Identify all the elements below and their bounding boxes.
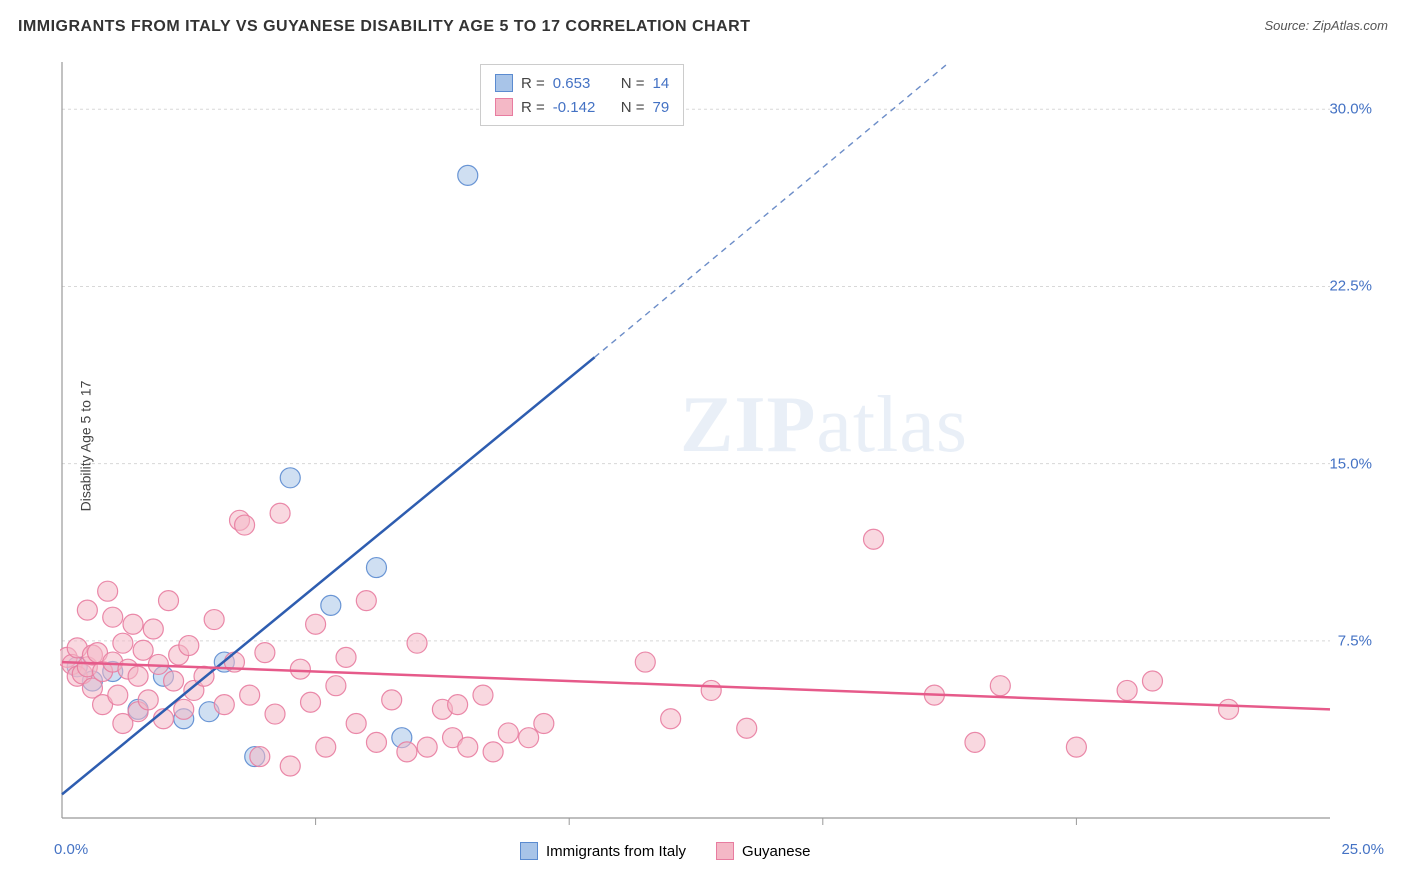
- legend-swatch: [716, 842, 734, 860]
- legend-swatch: [520, 842, 538, 860]
- legend-series-label: Guyanese: [742, 843, 810, 860]
- n-label: N =: [621, 99, 645, 116]
- y-tick-label: 30.0%: [1329, 101, 1372, 118]
- r-value: -0.142: [553, 99, 613, 116]
- legend-correlation-row: R = -0.142 N = 79: [495, 95, 669, 119]
- n-label: N =: [621, 75, 645, 92]
- legend-swatch: [495, 98, 513, 116]
- r-label: R =: [521, 75, 545, 92]
- legend-series-item: Guyanese: [716, 842, 810, 860]
- x-axis-max-label: 25.0%: [1341, 841, 1384, 858]
- correlation-legend: R = 0.653 N = 14 R = -0.142 N = 79: [480, 64, 684, 126]
- x-axis-min-label: 0.0%: [54, 841, 88, 858]
- chart-source: Source: ZipAtlas.com: [1264, 18, 1388, 33]
- series-legend: Immigrants from Italy Guyanese: [520, 842, 810, 860]
- r-label: R =: [521, 99, 545, 116]
- scatter-plot-svg: [60, 60, 1380, 830]
- y-tick-label: 22.5%: [1329, 278, 1372, 295]
- y-tick-label: 15.0%: [1329, 455, 1372, 472]
- n-value: 14: [653, 75, 670, 92]
- legend-swatch: [495, 74, 513, 92]
- chart-header: IMMIGRANTS FROM ITALY VS GUYANESE DISABI…: [18, 18, 1388, 36]
- n-value: 79: [653, 99, 670, 116]
- chart-title: IMMIGRANTS FROM ITALY VS GUYANESE DISABI…: [18, 18, 750, 36]
- y-tick-label: 7.5%: [1338, 632, 1372, 649]
- legend-series-label: Immigrants from Italy: [546, 843, 686, 860]
- chart-plot-area: ZIPatlas R =0.653N =14R =-0.142N =79 Imm…: [60, 60, 1380, 830]
- r-value: 0.653: [553, 75, 613, 92]
- legend-series-item: Immigrants from Italy: [520, 842, 686, 860]
- legend-correlation-row: R = 0.653 N = 14: [495, 71, 669, 95]
